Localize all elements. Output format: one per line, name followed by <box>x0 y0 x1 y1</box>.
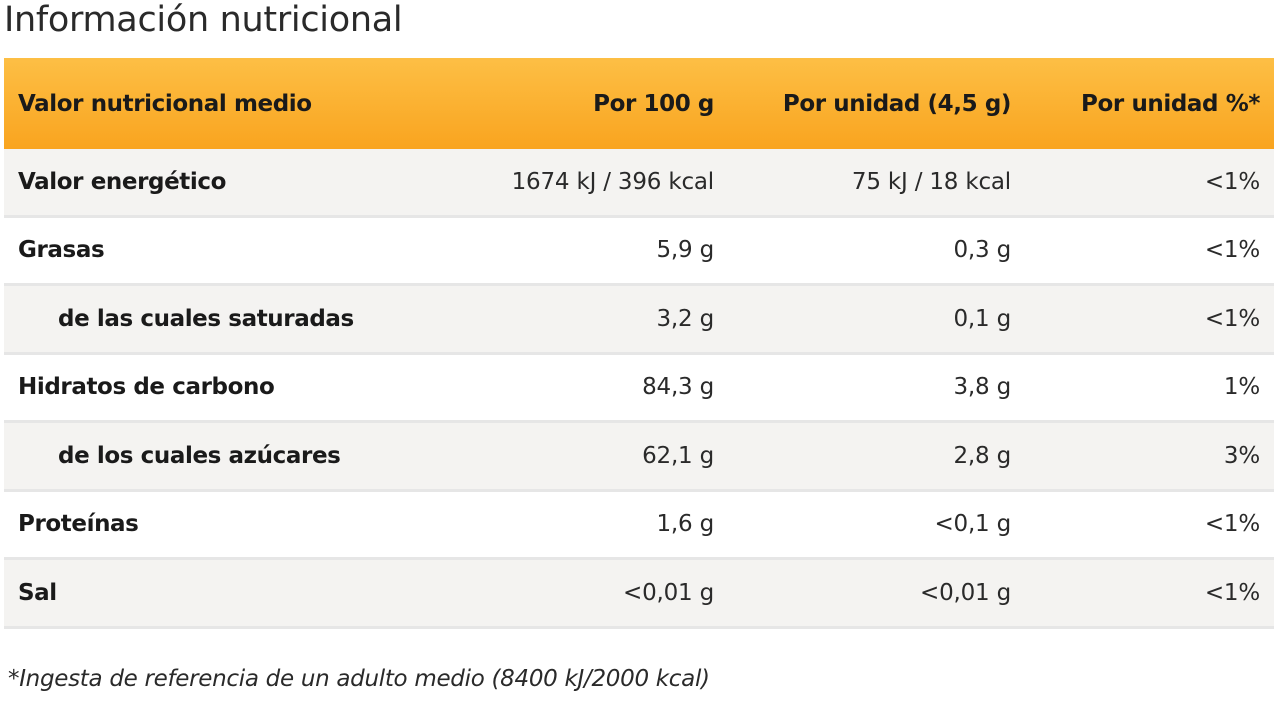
value-per-100g: 84,3 g <box>642 374 714 401</box>
table-row: Sal <0,01 g <0,01 g <1% <box>4 560 1274 629</box>
header-nutrient: Valor nutricional medio <box>18 90 312 117</box>
nutrient-label: Hidratos de carbono <box>18 374 275 401</box>
table-row: Valor energético 1674 kJ / 396 kcal 75 k… <box>4 149 1274 218</box>
value-percent: <1% <box>1204 305 1260 332</box>
nutrient-label: Sal <box>18 579 57 606</box>
header-per-unit-percent: Por unidad %* <box>1081 90 1260 117</box>
page-title: Información nutricional <box>4 0 403 40</box>
nutrition-table: Valor nutricional medio Por 100 g Por un… <box>4 58 1274 629</box>
value-percent: <1% <box>1204 237 1260 264</box>
value-percent: 1% <box>1223 374 1260 401</box>
value-per-100g: 3,2 g <box>656 305 715 332</box>
value-per-100g: <0,01 g <box>623 579 714 606</box>
value-per-unit: 2,8 g <box>953 442 1012 469</box>
nutrient-label: de las cuales saturadas <box>58 305 354 332</box>
value-per-unit: <0,1 g <box>934 511 1011 538</box>
value-per-100g: 1674 kJ / 396 kcal <box>511 168 715 195</box>
value-per-unit: 0,1 g <box>953 305 1012 332</box>
value-per-100g: 62,1 g <box>642 442 714 469</box>
value-percent: <1% <box>1204 168 1260 195</box>
value-per-unit: 3,8 g <box>953 374 1012 401</box>
value-percent: <1% <box>1204 579 1260 606</box>
nutrient-label: Grasas <box>18 237 105 264</box>
header-per-unit: Por unidad (4,5 g) <box>782 90 1012 117</box>
value-per-unit: <0,01 g <box>920 579 1011 606</box>
table-header-row: Valor nutricional medio Por 100 g Por un… <box>4 58 1274 149</box>
reference-intake-footnote: *Ingesta de referencia de un adulto medi… <box>8 666 710 692</box>
nutrient-label: de los cuales azúcares <box>58 442 341 469</box>
value-per-100g: 1,6 g <box>656 511 715 538</box>
value-per-unit: 0,3 g <box>953 237 1012 264</box>
value-per-100g: 5,9 g <box>656 237 715 264</box>
nutrient-label: Valor energético <box>18 168 226 195</box>
table-row: Grasas 5,9 g 0,3 g <1% <box>4 217 1274 286</box>
header-per-100g: Por 100 g <box>593 90 714 117</box>
nutrient-label: Proteínas <box>18 511 139 538</box>
value-percent: <1% <box>1204 511 1260 538</box>
table-row: de los cuales azúcares 62,1 g 2,8 g 3% <box>4 423 1274 492</box>
value-per-unit: 75 kJ / 18 kcal <box>851 168 1011 195</box>
table-row: Hidratos de carbono 84,3 g 3,8 g 1% <box>4 354 1274 423</box>
table-row: de las cuales saturadas 3,2 g 0,1 g <1% <box>4 286 1274 355</box>
table-row: Proteínas 1,6 g <0,1 g <1% <box>4 491 1274 560</box>
value-percent: 3% <box>1223 442 1260 469</box>
